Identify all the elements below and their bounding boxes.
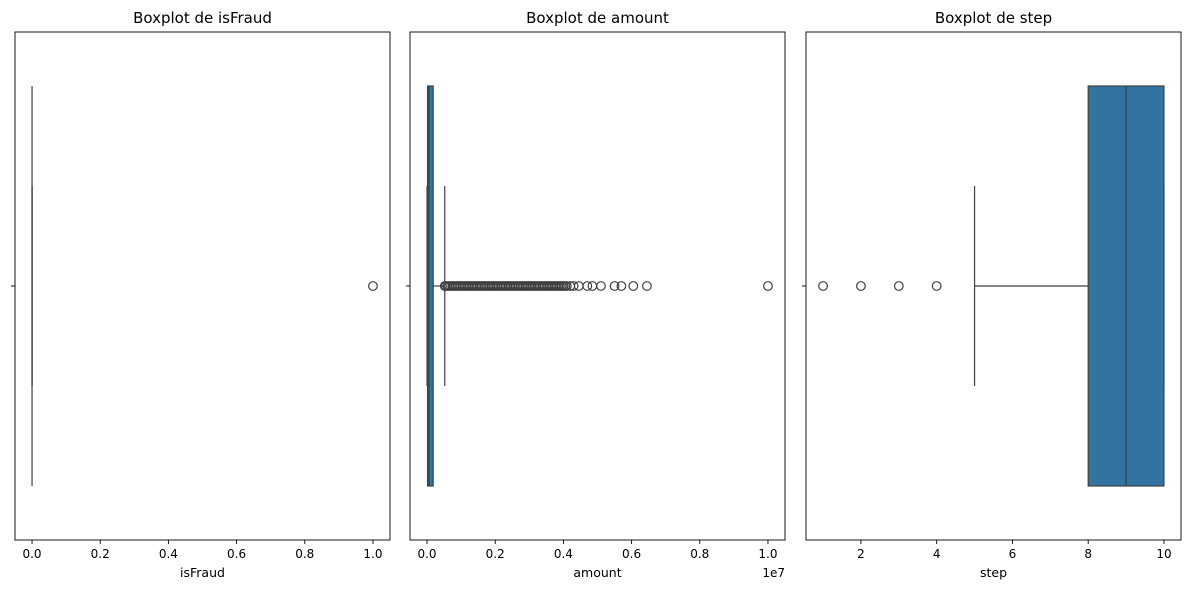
x-tick-label: 0.4 bbox=[159, 547, 178, 561]
x-tick-label: 0.6 bbox=[227, 547, 246, 561]
x-ticks-step: 2 4 6 8 10 bbox=[857, 540, 1172, 561]
x-ticks-isfraud: 0.0 0.2 0.4 0.6 0.8 1.0 bbox=[22, 540, 383, 561]
x-tick-label: 1.0 bbox=[363, 547, 382, 561]
outlier-point bbox=[893, 281, 904, 291]
x-tick-label: 1.0 bbox=[758, 547, 777, 561]
x-tick-label: 0.2 bbox=[91, 547, 110, 561]
x-tick-label: 0.0 bbox=[22, 547, 41, 561]
chart-title-amount: Boxplot de amount bbox=[526, 9, 669, 27]
outlier-point bbox=[568, 281, 579, 291]
x-tick-label: 0.2 bbox=[486, 547, 505, 561]
box-marks-amount bbox=[426, 85, 773, 487]
x-tick-label: 6 bbox=[1009, 547, 1017, 561]
x-tick-label: 0.6 bbox=[622, 547, 641, 561]
x-ticks-amount: 0.0 0.2 0.4 0.6 0.8 1.0 bbox=[417, 540, 778, 561]
panel-amount: Boxplot de amount amount 1e7 0.0 0.2 0.4 0.… bbox=[406, 9, 786, 580]
outlier-point bbox=[616, 281, 627, 291]
x-axis-label-isfraud: isFraud bbox=[180, 565, 225, 580]
outlier-point bbox=[609, 281, 620, 291]
outlier-point bbox=[642, 281, 652, 291]
box-marks-step bbox=[818, 85, 1165, 487]
x-tick-label: 4 bbox=[933, 547, 941, 561]
x-axis-label-step: step bbox=[980, 565, 1007, 580]
outlier-point bbox=[561, 281, 572, 291]
x-tick-label: 8 bbox=[1084, 547, 1092, 561]
panel-step: Boxplot de step step 2 4 6 8 10 bbox=[802, 9, 1182, 580]
box-marks-isfraud bbox=[31, 86, 378, 486]
outlier-point bbox=[931, 281, 942, 291]
x-tick-label: 0.4 bbox=[554, 547, 573, 561]
outlier-point bbox=[368, 281, 378, 291]
x-tick-label: 0.0 bbox=[417, 547, 436, 561]
offset-label-amount: 1e7 bbox=[762, 566, 785, 580]
outlier-point bbox=[628, 281, 639, 291]
x-tick-label: 2 bbox=[857, 547, 865, 561]
chart-title-isfraud: Boxplot de isFraud bbox=[133, 9, 272, 27]
panel-isfraud: Boxplot de isFraud isFraud 0.0 0.2 0.4 0.6 0… bbox=[11, 9, 391, 580]
x-axis-label-amount: amount bbox=[573, 565, 621, 580]
x-tick-label: 10 bbox=[1156, 547, 1171, 561]
outlier-point bbox=[818, 281, 828, 291]
outlier-point bbox=[856, 281, 866, 291]
x-tick-label: 0.8 bbox=[295, 547, 314, 561]
box-iqr bbox=[426, 85, 434, 487]
outlier-point bbox=[763, 281, 773, 291]
x-tick-label: 0.8 bbox=[690, 547, 709, 561]
chart-title-step: Boxplot de step bbox=[935, 9, 1052, 27]
outlier-point bbox=[582, 281, 593, 291]
outlier-point bbox=[596, 281, 606, 291]
